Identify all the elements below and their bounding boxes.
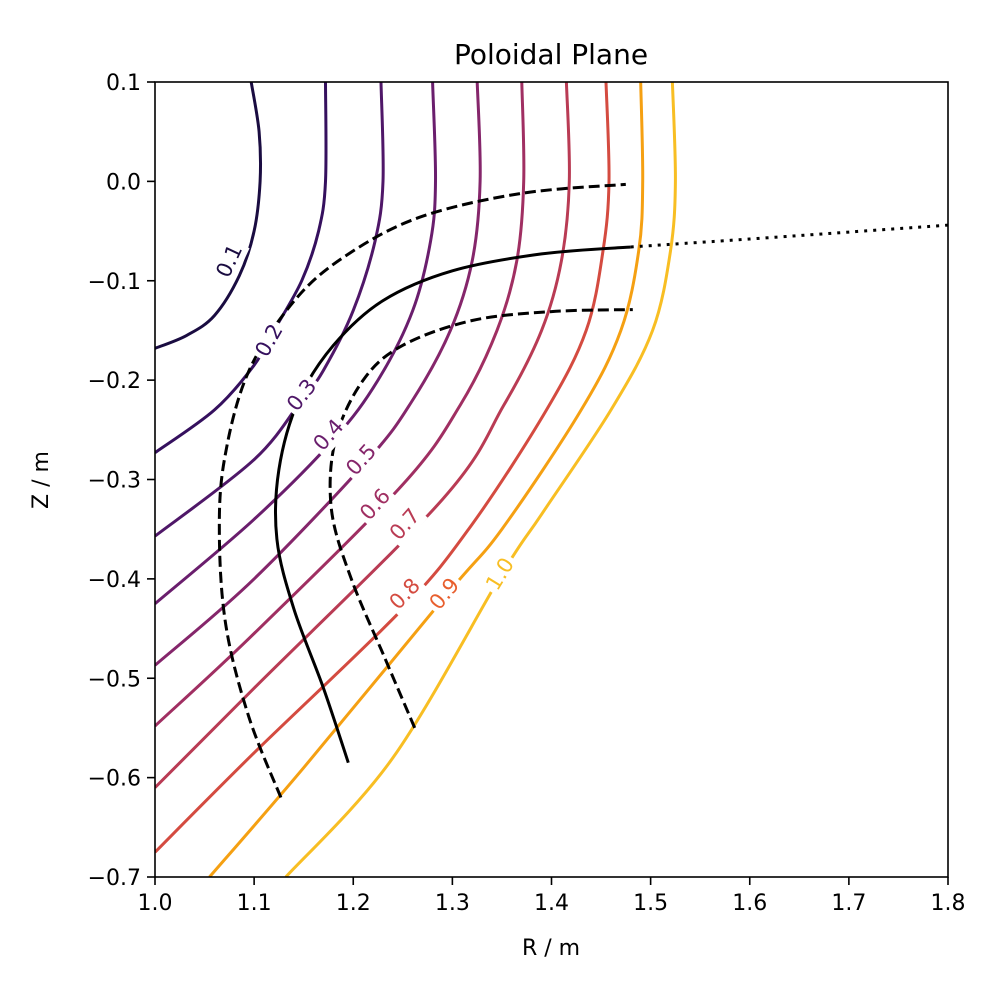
contour-label-gap [279, 371, 325, 419]
contour-line-0.3 [155, 82, 385, 538]
contour-label-gap [381, 500, 428, 548]
x-axis: 1.0 1.1 1.2 1.3 1.4 1.5 1.6 1.7 1.8 [138, 877, 966, 916]
contour-label-gap [209, 237, 250, 285]
x-tick-label: 1.5 [633, 891, 668, 916]
contour-line-0.6 [155, 82, 526, 728]
contour-label-gap [305, 411, 352, 459]
x-tick-label: 1.3 [435, 891, 470, 916]
y-tick-label: −0.1 [88, 270, 141, 295]
y-tick-label: 0.1 [106, 71, 141, 96]
contour-line-0.2 [155, 82, 328, 454]
y-tick-label: −0.7 [88, 866, 141, 891]
contour-labels: 0.10.20.30.40.50.60.70.8 0.9 1.0 [209, 237, 522, 618]
contour-line-0.9 [208, 82, 645, 877]
contour-line-0.8 [155, 82, 611, 854]
contour-label-gap [421, 570, 468, 618]
y-tick-label: 0.0 [106, 170, 141, 195]
y-tick-label: −0.6 [88, 767, 141, 792]
x-axis-label: R / m [522, 936, 580, 961]
y-tick-label: −0.2 [88, 369, 141, 394]
contour-line-0.5 [155, 82, 482, 667]
contour-label-gap [338, 436, 385, 484]
contour-label-gap [478, 550, 522, 598]
x-tick-label: 1.4 [534, 891, 569, 916]
y-tick-label: −0.5 [88, 667, 141, 692]
x-tick-label: 1.6 [732, 891, 767, 916]
field-line-dotted-3 [630, 223, 948, 249]
contour-label-gap [381, 570, 428, 618]
field-line-dashed-1 [217, 182, 626, 799]
contour-line-0.7 [155, 82, 571, 789]
y-tick-label: −0.3 [88, 469, 141, 494]
contour-line-0.1 [155, 82, 263, 350]
chart-title: Poloidal Plane [454, 38, 648, 71]
contour-label-gap [352, 480, 399, 528]
plot-area [155, 82, 948, 877]
contour-line-0.4 [155, 82, 438, 605]
x-tick-label: 1.8 [931, 891, 966, 916]
y-axis: 0.1 0.0 −0.1 −0.2 −0.3 −0.4 −0.5 −0.6 −0.7 [88, 71, 155, 891]
contour-line-1.0 [284, 82, 677, 877]
x-tick-label: 1.1 [237, 891, 272, 916]
x-tick-label: 1.2 [336, 891, 371, 916]
contour-label-gap [247, 316, 291, 365]
y-tick-label: −0.4 [88, 568, 141, 593]
x-tick-label: 1.0 [138, 891, 173, 916]
y-axis-label: Z / m [29, 451, 54, 509]
contour-layer [155, 82, 677, 877]
field-line-dashed-2 [328, 308, 633, 729]
x-tick-label: 1.7 [831, 891, 866, 916]
